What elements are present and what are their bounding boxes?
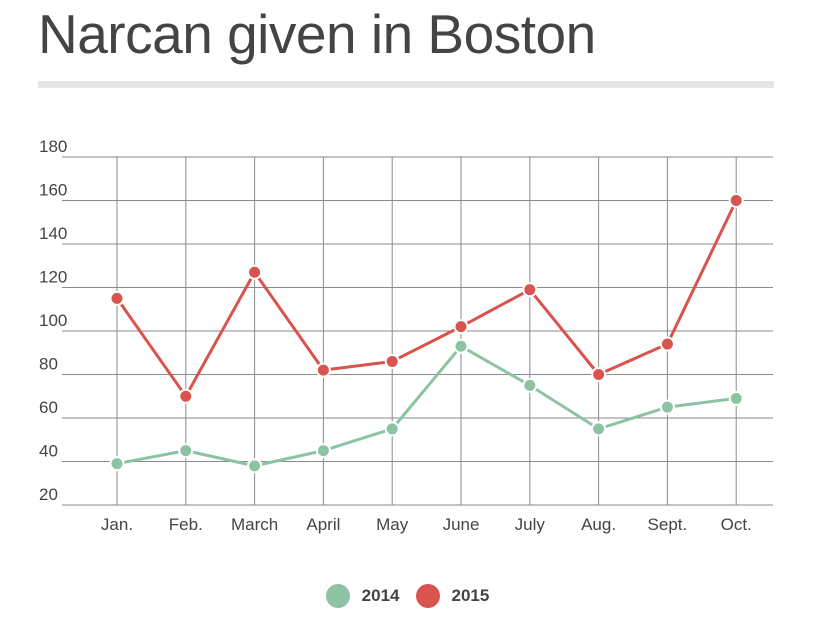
y-tick-label: 40 bbox=[39, 442, 58, 461]
data-point-2014-Aug.[interactable] bbox=[591, 421, 607, 437]
y-tick-label: 160 bbox=[39, 181, 67, 200]
series-2015 bbox=[109, 193, 744, 404]
data-point-2015-July[interactable] bbox=[522, 282, 538, 298]
data-point-2014-April[interactable] bbox=[315, 443, 331, 459]
data-point-2015-June[interactable] bbox=[453, 319, 469, 335]
x-tick-label: June bbox=[443, 515, 480, 534]
data-point-2015-Oct.[interactable] bbox=[728, 193, 744, 208]
x-tick-label: May bbox=[376, 515, 409, 534]
x-tick-label: Feb. bbox=[169, 515, 203, 534]
series-line-2015 bbox=[115, 199, 738, 398]
data-point-2014-May[interactable] bbox=[384, 421, 400, 437]
y-tick-label: 80 bbox=[39, 355, 58, 374]
x-tick-label: Oct. bbox=[721, 515, 752, 534]
legend-label-2015: 2015 bbox=[451, 586, 490, 605]
legend-item-2014[interactable]: 2014 bbox=[325, 584, 400, 608]
y-tick-label: 120 bbox=[39, 268, 67, 287]
data-point-2015-Sept.[interactable] bbox=[659, 336, 675, 352]
series-2014 bbox=[109, 338, 744, 474]
chart-grid bbox=[62, 156, 773, 506]
y-tick-label: 60 bbox=[39, 398, 58, 417]
data-point-2014-Feb.[interactable] bbox=[178, 443, 194, 459]
axis-labels: 20 40 60 80 100 120 140 160 180 Jan. Feb. March Apri… bbox=[39, 137, 752, 534]
legend: 2014 2015 bbox=[0, 584, 815, 608]
title-divider bbox=[38, 81, 774, 88]
data-point-2015-Jan.[interactable] bbox=[109, 290, 125, 306]
y-tick-label: 20 bbox=[39, 485, 58, 504]
chart-series bbox=[109, 193, 744, 474]
legend-label-2014: 2014 bbox=[361, 586, 400, 605]
data-point-2015-April[interactable] bbox=[315, 362, 331, 378]
legend-swatch-2014 bbox=[325, 584, 350, 608]
x-tick-label: March bbox=[231, 515, 278, 534]
data-point-2015-Feb.[interactable] bbox=[178, 388, 194, 404]
x-tick-label: Aug. bbox=[581, 515, 616, 534]
x-tick-label: Jan. bbox=[101, 515, 133, 534]
chart-title: Narcan given in Boston bbox=[38, 3, 596, 65]
data-point-2014-July[interactable] bbox=[522, 377, 538, 393]
data-point-2014-March[interactable] bbox=[247, 458, 263, 474]
data-point-2015-March[interactable] bbox=[247, 264, 263, 280]
data-point-2014-June[interactable] bbox=[453, 338, 469, 354]
legend-swatch-2015 bbox=[415, 584, 440, 608]
data-point-2014-Sept.[interactable] bbox=[659, 399, 675, 415]
data-point-2014-Oct.[interactable] bbox=[728, 390, 744, 406]
y-tick-label: 100 bbox=[39, 311, 67, 330]
data-point-2014-Jan.[interactable] bbox=[109, 456, 125, 472]
x-tick-label: Sept. bbox=[648, 515, 688, 534]
y-tick-label: 140 bbox=[39, 224, 67, 243]
data-point-2015-May[interactable] bbox=[384, 353, 400, 369]
data-point-2015-Aug.[interactable] bbox=[591, 367, 607, 382]
y-tick-label: 180 bbox=[39, 137, 67, 156]
x-tick-label: April bbox=[306, 515, 340, 534]
legend-item-2015[interactable]: 2015 bbox=[415, 584, 490, 608]
line-chart: 20 40 60 80 100 120 140 160 180 Jan. Feb. March Apri… bbox=[39, 137, 773, 534]
series-line-2014 bbox=[116, 344, 737, 468]
x-tick-label: July bbox=[515, 515, 546, 534]
